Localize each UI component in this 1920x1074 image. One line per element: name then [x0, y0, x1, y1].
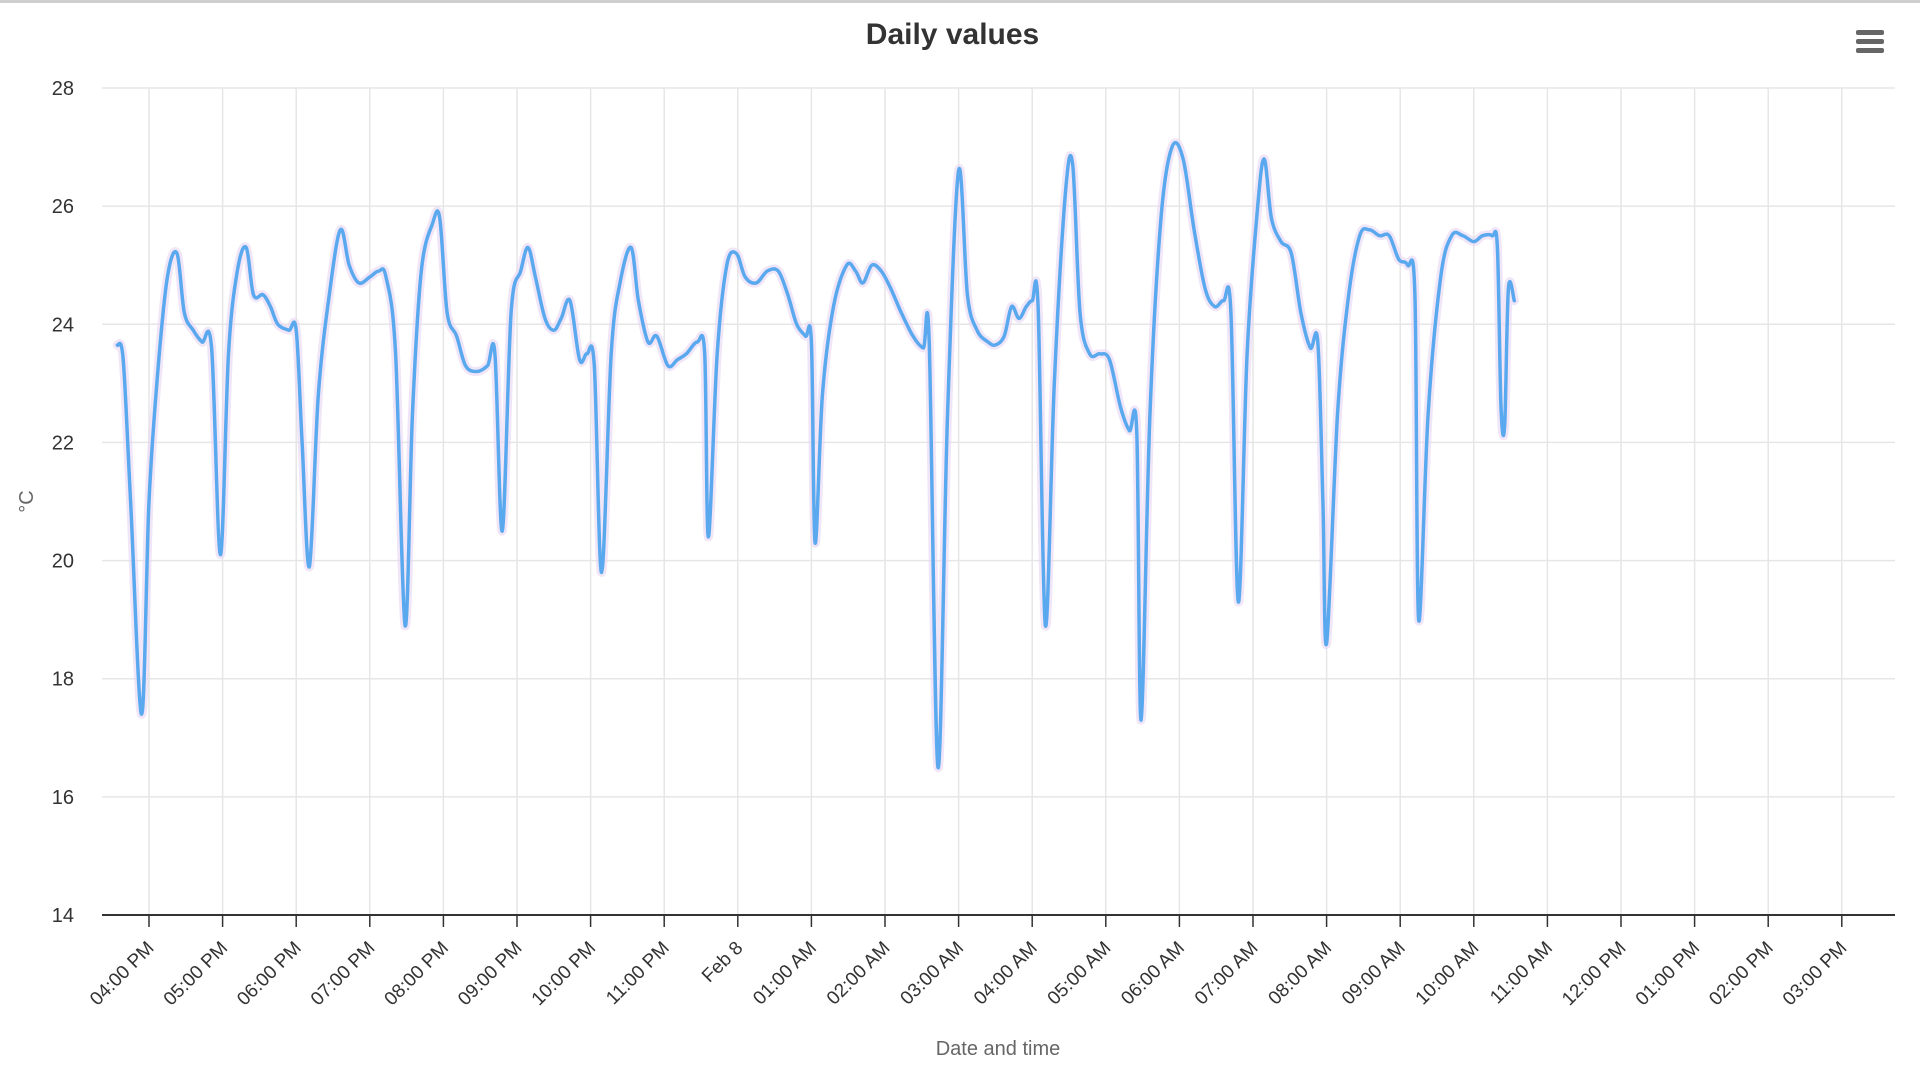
y-tick-label: 18 [52, 669, 74, 691]
series-line[interactable] [115, 141, 1517, 770]
chart-title: Daily values [865, 18, 1040, 51]
series-envelope [112, 138, 1519, 772]
x-tick-label: 02:00 PM [1705, 938, 1777, 1010]
x-tick-label: 09:00 AM [1338, 938, 1410, 1010]
x-tick-label: 10:00 AM [1412, 938, 1484, 1010]
series-lines [115, 141, 1517, 770]
x-tick-label: 12:00 PM [1558, 938, 1630, 1010]
hamburger-menu-icon[interactable] [1852, 26, 1888, 58]
x-tick-label: 04:00 AM [970, 938, 1042, 1010]
y-tick-label: 26 [52, 196, 74, 218]
y-tick-label: 20 [52, 551, 74, 573]
x-tick-label: 03:00 PM [1779, 938, 1851, 1010]
x-tick-label: 07:00 PM [307, 938, 379, 1010]
x-axis-ticks: 04:00 PM 05:00 PM 06:00 PM 07:00 PM 08:00 PM… [86, 915, 1851, 1010]
y-tick-label: 28 [52, 78, 74, 100]
x-tick-label: 11:00 PM [602, 938, 673, 1009]
menu-bar [1856, 48, 1884, 53]
x-tick-label: 05:00 PM [160, 938, 232, 1010]
x-tick-label: 04:00 PM [86, 938, 158, 1010]
x-tick-label: 08:00 PM [381, 938, 453, 1010]
y-tick-label: 14 [52, 905, 74, 927]
y-tick-label: 22 [52, 432, 74, 454]
menu-bar [1856, 30, 1884, 35]
y-gridlines [102, 87, 1895, 798]
y-tick-label: 24 [52, 314, 74, 336]
y-axis-title: °C [16, 490, 38, 512]
x-tick-label: 08:00 AM [1265, 938, 1337, 1010]
x-tick-label: 11:00 AM [1486, 938, 1557, 1009]
x-tick-label: 03:00 AM [897, 938, 969, 1010]
x-tick-label: 02:00 AM [823, 938, 895, 1010]
x-tick-label: 10:00 PM [528, 938, 600, 1010]
x-tick-label: 01:00 AM [749, 938, 821, 1010]
x-gridlines [148, 88, 1843, 915]
top-border [0, 0, 1920, 3]
min-max-band [112, 138, 1519, 772]
x-tick-label: 09:00 PM [454, 938, 526, 1010]
x-tick-label: 06:00 AM [1117, 938, 1189, 1010]
x-tick-label: Feb 8 [698, 938, 747, 987]
x-tick-label: 07:00 AM [1191, 938, 1263, 1010]
y-tick-label: 16 [52, 787, 74, 809]
x-axis-title: Date and time [936, 1038, 1061, 1060]
x-tick-label: 01:00 PM [1632, 938, 1704, 1010]
x-tick-label: 06:00 PM [233, 938, 305, 1010]
y-axis-ticks: 14 16 18 20 22 24 26 28 [52, 78, 74, 927]
x-tick-label: 05:00 AM [1044, 938, 1116, 1010]
menu-bar [1856, 39, 1884, 44]
